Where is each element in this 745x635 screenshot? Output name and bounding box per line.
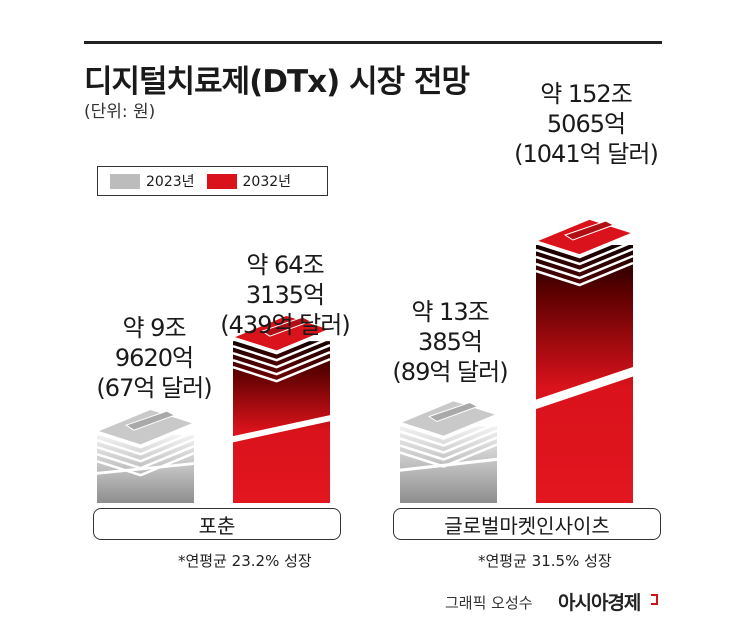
bar-fortune-2032-bundle — [230, 314, 333, 383]
category-text: 글로벌마켓인사이츠 — [444, 513, 610, 538]
bar-fortune-2023-bundle — [94, 408, 197, 477]
data-label-line: 약 64조 — [246, 251, 324, 279]
data-label-fortune-2023: 약 9조 9620억 (67억 달러) — [96, 313, 212, 403]
legend-item-2023: 2023년 — [98, 171, 195, 191]
data-label-line: 385억 — [418, 328, 483, 356]
data-label-line: 약 152조 — [540, 80, 633, 108]
data-label-line: 9620억 — [114, 344, 194, 372]
data-label-line: (67억 달러) — [96, 374, 212, 402]
data-label-line: (1041억 달러) — [514, 140, 659, 168]
category-text: 포춘 — [198, 513, 236, 538]
bar-fortune-2032 — [230, 314, 333, 503]
bar-gmi-2032 — [533, 218, 636, 503]
brand-logo: 아시아경제 — [558, 592, 641, 614]
bar-gmi-2023-bundle — [397, 399, 500, 468]
growth-note-gmi: *연평균 31.5% 성장 — [478, 552, 612, 570]
bar-gmi-2023 — [397, 399, 500, 503]
graphic-credit: 그래픽 오성수 — [445, 594, 533, 612]
legend-item-2032: 2032년 — [195, 171, 292, 191]
growth-note-fortune: *연평균 23.2% 성장 — [178, 552, 312, 570]
legend-label-2023: 2023년 — [146, 174, 195, 190]
data-label-line: 약 9조 — [122, 314, 186, 342]
legend: 2023년 2032년 — [97, 166, 328, 196]
legend-swatch-gray — [110, 173, 140, 189]
bar-gmi-2032-bundle — [533, 218, 636, 287]
data-label-line: 3135억 — [245, 281, 325, 309]
data-label-line: 약 13조 — [411, 298, 489, 326]
data-label-line: (89억 달러) — [392, 358, 508, 386]
data-label-gmi-2032: 약 152조 5065억 (1041억 달러) — [514, 79, 659, 169]
category-label-global-market-insights: 글로벌마켓인사이츠 — [393, 508, 661, 540]
data-label-line: (439억 달러) — [220, 311, 350, 339]
data-label-fortune-2032: 약 64조 3135억 (439억 달러) — [220, 250, 350, 340]
legend-swatch-red — [206, 173, 237, 189]
brand-mark-icon — [651, 594, 658, 605]
page-title: 디지털치료제(DTx) 시장 전망 — [84, 64, 470, 100]
unit-label: (단위: 원) — [84, 102, 156, 122]
category-label-fortune: 포춘 — [93, 508, 341, 540]
bar-fortune-2023 — [94, 408, 197, 503]
top-rule — [84, 41, 662, 44]
legend-label-2032: 2032년 — [242, 174, 292, 190]
data-label-gmi-2023: 약 13조 385억 (89억 달러) — [392, 297, 508, 387]
data-label-line: 5065억 — [546, 110, 626, 138]
